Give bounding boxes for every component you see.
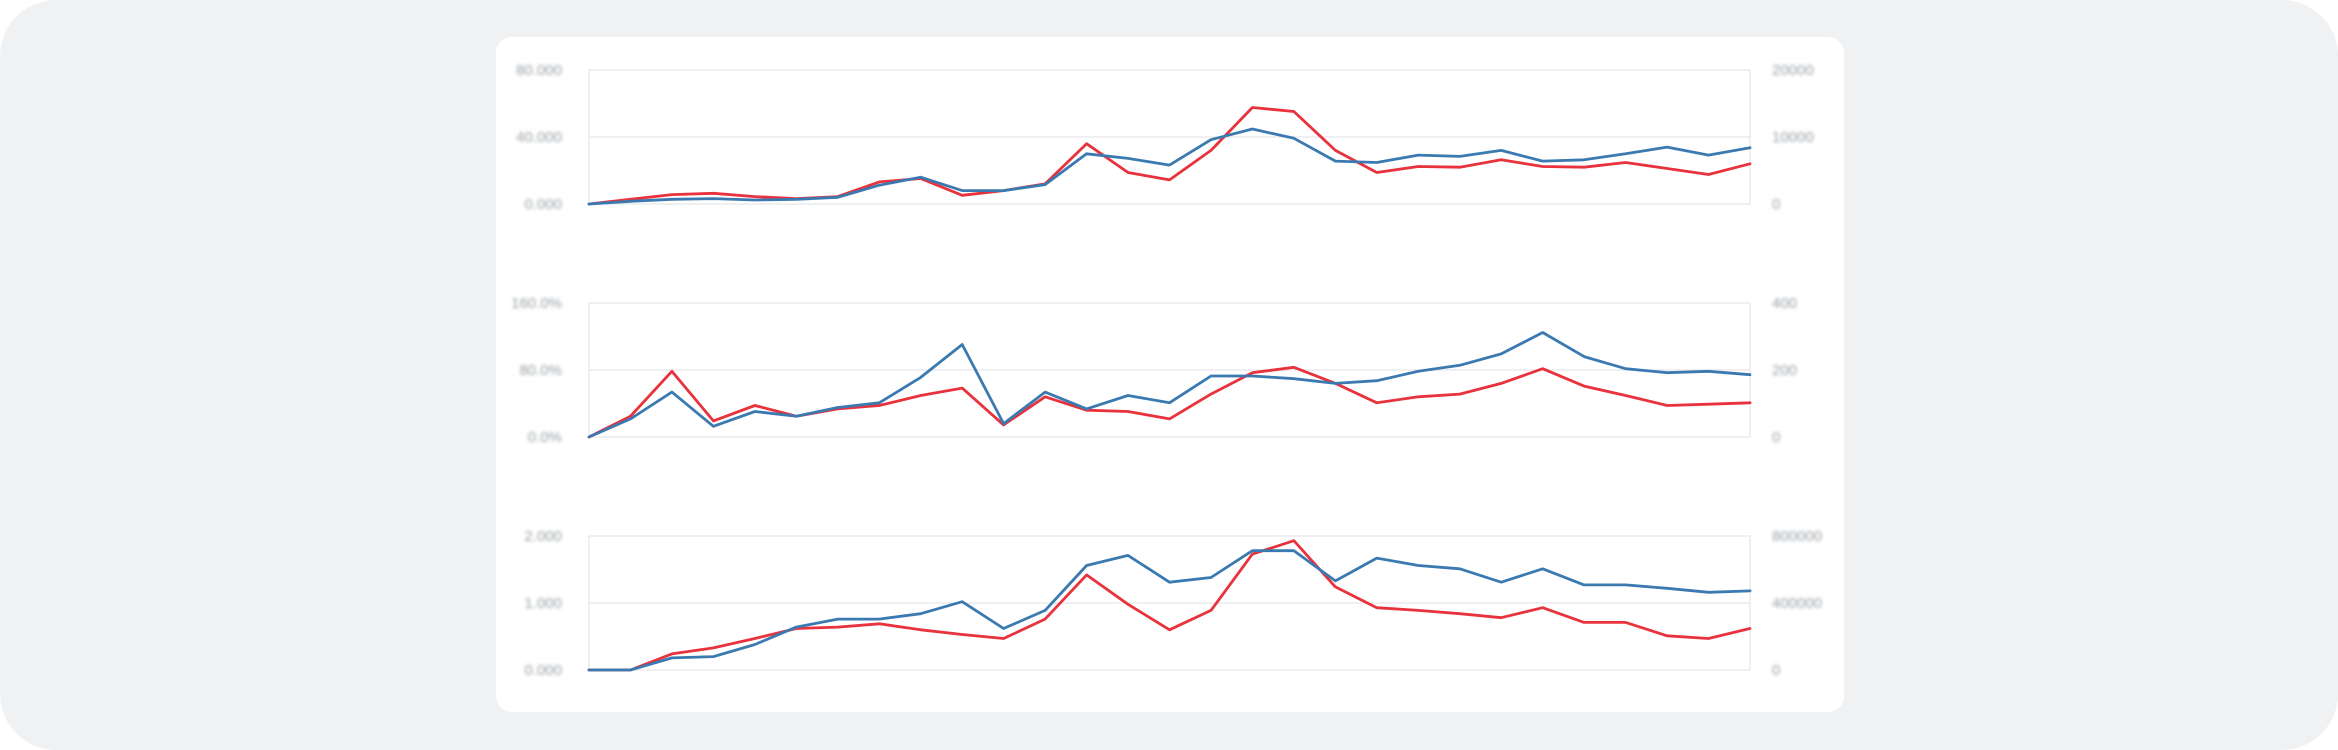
series-line-1 xyxy=(587,365,1752,439)
y-right-tick-label: 0 xyxy=(1772,429,1780,446)
chart-panel-1: 0.000 40.000 80.000 0 10000 20000 xyxy=(516,62,1814,213)
chart-panel-3: 0.000 1.000 2.000 0 400000 800000 xyxy=(524,528,1822,679)
series-line-2 xyxy=(587,331,1752,439)
series-line-1 xyxy=(587,106,1752,206)
y-right-tick-label: 400 xyxy=(1772,295,1797,312)
y-right-tick-label: 0 xyxy=(1772,662,1780,679)
y-left-tick-label: 0.000 xyxy=(524,196,562,213)
y-right-tick-label: 200 xyxy=(1772,362,1797,379)
series-line-1 xyxy=(587,539,1752,672)
y-left-tick-label: 0.000 xyxy=(524,662,562,679)
y-right-tick-label: 400000 xyxy=(1772,595,1822,612)
chart-card: 0.000 40.000 80.000 0 10000 20000 0.0% 80.0% 160… xyxy=(496,37,1844,712)
y-left-tick-label: 0.0% xyxy=(528,429,562,446)
chart-panel-2: 0.0% 80.0% 160.0% 0 200 400 xyxy=(511,295,1797,446)
y-left-tick-label: 80.000 xyxy=(516,62,562,79)
y-left-tick-label: 1.000 xyxy=(524,595,562,612)
y-left-tick-label: 160.0% xyxy=(511,295,562,312)
charts-svg: 0.00040.00080.000010000200000.0%80.0%160… xyxy=(511,62,1822,679)
y-right-tick-label: 20000 xyxy=(1772,62,1814,79)
y-left-tick-label: 40.000 xyxy=(516,129,562,146)
y-right-tick-label: 0 xyxy=(1772,196,1780,213)
y-left-tick-label: 80.0% xyxy=(519,362,562,379)
series-line-2 xyxy=(587,549,1752,672)
series-line-2 xyxy=(587,127,1752,206)
y-right-tick-label: 10000 xyxy=(1772,129,1814,146)
y-right-tick-label: 800000 xyxy=(1772,528,1822,545)
y-left-tick-label: 2.000 xyxy=(524,528,562,545)
